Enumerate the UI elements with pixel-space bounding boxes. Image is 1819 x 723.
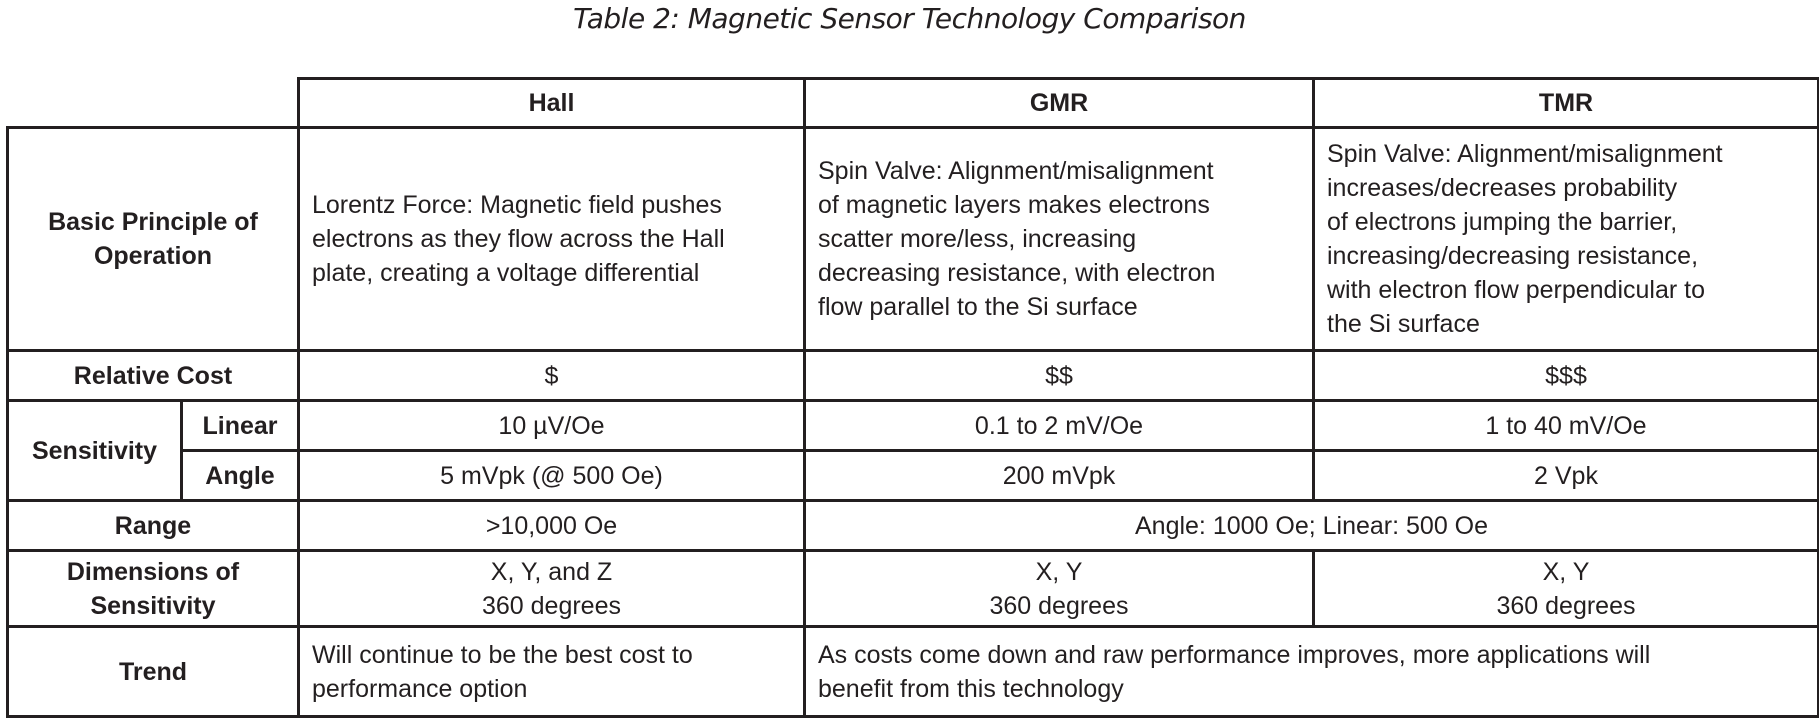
column-header-hall: Hall bbox=[297, 77, 806, 129]
cell-angle-gmr: 200 mVpk bbox=[803, 449, 1315, 502]
cell-cost-tmr: $$$ bbox=[1312, 349, 1819, 402]
cell-cost-gmr: $$ bbox=[803, 349, 1315, 402]
table-caption: Table 2: Magnetic Sensor Technology Comp… bbox=[573, 2, 1246, 35]
cell-linear-hall: 10 µV/Oe bbox=[297, 399, 806, 452]
cell-cost-hall: $ bbox=[297, 349, 806, 402]
cell-linear-gmr: 0.1 to 2 mV/Oe bbox=[803, 399, 1315, 452]
cell-range-hall: >10,000 Oe bbox=[297, 499, 806, 552]
table-row: Trend Will continue to be the best cost … bbox=[6, 625, 1819, 718]
row-subheader-linear: Linear bbox=[180, 399, 300, 452]
cell-angle-tmr: 2 Vpk bbox=[1312, 449, 1819, 502]
cell-dimensions-gmr: X, Y 360 degrees bbox=[803, 549, 1315, 628]
column-header-gmr: GMR bbox=[803, 77, 1315, 129]
table-row: Sensitivity Linear 10 µV/Oe 0.1 to 2 mV/… bbox=[6, 399, 1819, 502]
row-header-range: Range bbox=[6, 499, 300, 552]
row-header-sensitivity: Sensitivity bbox=[6, 399, 183, 502]
table-row: Range >10,000 Oe Angle: 1000 Oe; Linear:… bbox=[6, 499, 1819, 552]
cell-principle-tmr: Spin Valve: Alignment/misalignment incre… bbox=[1312, 126, 1819, 352]
cell-principle-gmr: Spin Valve: Alignment/misalignment of ma… bbox=[803, 126, 1315, 352]
column-header-tmr: TMR bbox=[1312, 77, 1819, 129]
row-header-trend: Trend bbox=[6, 625, 300, 718]
cell-trend-gmr-tmr: As costs come down and raw performance i… bbox=[803, 625, 1819, 718]
cell-dimensions-tmr: X, Y 360 degrees bbox=[1312, 549, 1819, 628]
cell-trend-hall: Will continue to be the best cost to per… bbox=[297, 625, 806, 718]
table-row: Angle 5 mVpk (@ 500 Oe) 200 mVpk 2 Vpk bbox=[8, 449, 1819, 502]
cell-angle-hall: 5 mVpk (@ 500 Oe) bbox=[297, 449, 806, 502]
table-row: Dimensions of Sensitivity X, Y, and Z 36… bbox=[6, 549, 1819, 628]
comparison-table: Hall GMR TMR Basic Principle of Operatio… bbox=[6, 77, 1819, 718]
table-row: Relative Cost $ $$ $$$ bbox=[6, 349, 1819, 402]
table-row: Basic Principle of Operation Lorentz For… bbox=[6, 126, 1819, 352]
cell-dimensions-hall: X, Y, and Z 360 degrees bbox=[297, 549, 806, 628]
corner-cell bbox=[7, 78, 300, 129]
cell-principle-hall: Lorentz Force: Magnetic field pushes ele… bbox=[297, 126, 806, 352]
row-header-principle: Basic Principle of Operation bbox=[6, 126, 300, 352]
header-row: Hall GMR TMR bbox=[7, 77, 1819, 129]
row-header-dimensions: Dimensions of Sensitivity bbox=[6, 549, 300, 628]
cell-range-gmr-tmr: Angle: 1000 Oe; Linear: 500 Oe bbox=[803, 499, 1819, 552]
row-subheader-angle: Angle bbox=[180, 449, 300, 502]
cell-linear-tmr: 1 to 40 mV/Oe bbox=[1312, 399, 1819, 452]
row-header-cost: Relative Cost bbox=[6, 349, 300, 402]
